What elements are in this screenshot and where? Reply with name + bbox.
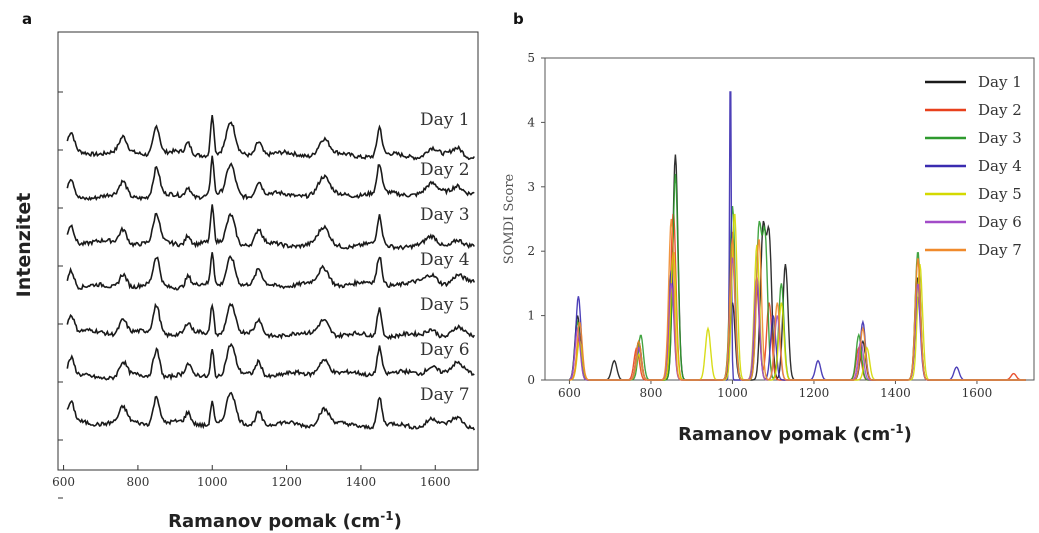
panel-a-x-ticks: 600 800 1000 1200 1400 1600 — [52, 91, 451, 499]
panel-b-series-line — [569, 218, 1026, 381]
panel-b-y-tick-label: 5 — [527, 51, 535, 65]
legend-label: Day 1 — [978, 73, 1022, 91]
panel-b-y-tick-label: 0 — [527, 373, 535, 387]
panel-b-y-tick-label: 3 — [527, 180, 535, 194]
panel-b-y-tick-label: 4 — [527, 115, 535, 129]
panel-a-day-label: Day 7 — [420, 385, 470, 405]
legend-label: Day 6 — [978, 213, 1022, 231]
panel-a-spectrum-line — [66, 391, 476, 431]
panel-a-spectrum-line — [66, 204, 475, 251]
panel-a-day-labels: Day 1 Day 2 Day 3 Day 4 Day 5 Day 6 Day 7 — [420, 110, 470, 405]
panel-b-y-label: SOMDI Score — [502, 173, 517, 264]
legend-label: Day 4 — [978, 157, 1022, 175]
panel-b-x-tick-label: 1200 — [799, 386, 830, 400]
panel-a-x-label-close: ) — [394, 511, 402, 532]
panel-a-spectrum-line — [66, 252, 476, 291]
panel-b-x-tick-label: 1600 — [962, 386, 993, 400]
legend-label: Day 5 — [978, 185, 1022, 203]
panel-b-ticks: 600 800 1000 1200 1400 1600 0 1 2 3 4 5 — [527, 51, 992, 400]
panel-a-day-label: Day 6 — [420, 340, 470, 360]
panel-a-x-label: Ramanov pomak (cm-1) — [168, 509, 402, 532]
panel-a-day-label: Day 1 — [420, 110, 470, 130]
legend-label: Day 7 — [978, 241, 1022, 259]
panel-a-x-label-sup: -1 — [380, 509, 393, 523]
panel-b-x-label-close: ) — [904, 424, 912, 445]
panel-a-x-tick-label: 1000 — [197, 475, 228, 489]
panel-a-day-label: Day 5 — [420, 295, 470, 315]
panel-a-plot-frame — [57, 31, 479, 471]
panel-a-spectrum-line — [66, 114, 475, 161]
panel-a-day-label: Day 2 — [420, 160, 470, 180]
panel-a-x-tick-label: 800 — [126, 475, 149, 489]
panel-a-spectrum-line — [66, 342, 475, 382]
panel-a-x-tick-label: 1600 — [420, 475, 451, 489]
panel-b-y-tick-label: 2 — [527, 244, 535, 258]
panel-b-label: b — [513, 10, 524, 28]
panel-b-x-tick-label: 600 — [558, 386, 581, 400]
panel-a-x-tick-label: 600 — [52, 475, 75, 489]
panel-b-series-line — [569, 213, 1026, 381]
panel-b-series-line — [569, 91, 1026, 381]
panel-b-x-tick-label: 1400 — [880, 386, 911, 400]
panel-a-day-label: Day 3 — [420, 205, 470, 225]
panel-a-spectra — [66, 114, 476, 431]
panel-b-x-label-sup: -1 — [890, 422, 903, 436]
panel-a-y-label: Intenzitet — [13, 193, 35, 298]
panel-a-x-tick-label: 1400 — [346, 475, 377, 489]
panel-b-somdi-series — [569, 91, 1026, 381]
panel-b-legend: Day 1 Day 2 Day 3 Day 4 Day 5 Day 6 Day 7 — [925, 73, 1022, 259]
panel-a-spectrum-line — [66, 155, 475, 202]
panel-b-x-label: Ramanov pomak (cm-1) — [678, 422, 912, 445]
panel-a-label: a — [22, 10, 32, 28]
panel-b-x-tick-label: 800 — [639, 386, 662, 400]
legend-label: Day 3 — [978, 129, 1022, 147]
panel-b-x-tick-label: 1000 — [717, 386, 748, 400]
panel-a-x-tick-label: 1200 — [271, 475, 302, 489]
panel-a-spectrum-line — [66, 302, 475, 341]
legend-label: Day 2 — [978, 101, 1022, 119]
panel-a-day-label: Day 4 — [420, 250, 470, 270]
panel-b-y-tick-label: 1 — [527, 309, 535, 323]
